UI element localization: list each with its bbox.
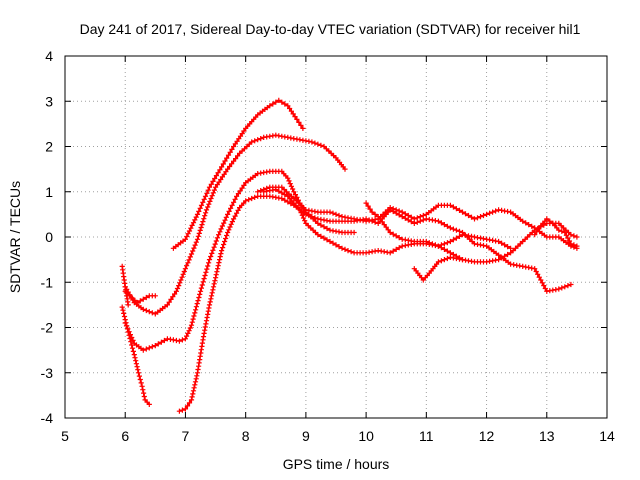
series-markers (122, 168, 357, 353)
series-track-5 (119, 263, 131, 308)
x-tick-label: 9 (302, 428, 310, 444)
y-tick-label: 3 (45, 93, 53, 109)
series-track-7 (176, 193, 574, 414)
series-track-1 (170, 97, 306, 251)
y-tick-label: 2 (45, 139, 53, 155)
series-track-4 (122, 168, 357, 353)
series-track-11 (411, 254, 466, 283)
series-markers (255, 184, 580, 251)
series-markers (363, 200, 514, 251)
series-layer (119, 97, 580, 414)
series-markers (170, 97, 306, 251)
series-markers (532, 216, 580, 249)
y-tick-label: -3 (41, 365, 54, 381)
series-markers (122, 132, 348, 317)
series-track-9 (255, 184, 580, 251)
series-track-2 (122, 132, 348, 317)
x-tick-label: 7 (182, 428, 190, 444)
series-markers (119, 304, 152, 407)
x-tick-label: 14 (599, 428, 615, 444)
series-track-6 (119, 304, 152, 407)
series-line (124, 170, 355, 351)
x-tick-label: 13 (539, 428, 555, 444)
series-line (178, 195, 572, 412)
x-axis-label: GPS time / hours (283, 456, 390, 472)
x-tick-label: 12 (479, 428, 495, 444)
series-track-12 (532, 216, 580, 249)
x-tick-label: 11 (419, 428, 434, 444)
chart-title: Day 241 of 2017, Sidereal Day-to-day VTE… (80, 21, 581, 37)
y-axis-label: SDTVAR / TECUs (7, 181, 23, 293)
series-markers (411, 254, 466, 283)
y-tick-label: -1 (41, 274, 54, 290)
x-tick-label: 5 (61, 428, 69, 444)
y-tick-label: -2 (41, 320, 54, 336)
series-line (124, 134, 346, 315)
y-tick-label: 0 (45, 229, 53, 245)
series-track-10 (363, 200, 514, 251)
y-tick-label: 4 (45, 48, 53, 64)
x-tick-label: 8 (242, 428, 250, 444)
y-tick-label: -4 (41, 410, 54, 426)
x-tick-label: 6 (121, 428, 129, 444)
x-tick-label: 10 (358, 428, 374, 444)
series-markers (176, 193, 574, 414)
series-markers (119, 263, 131, 308)
series-track-3 (122, 288, 158, 306)
y-tick-label: 1 (45, 184, 53, 200)
